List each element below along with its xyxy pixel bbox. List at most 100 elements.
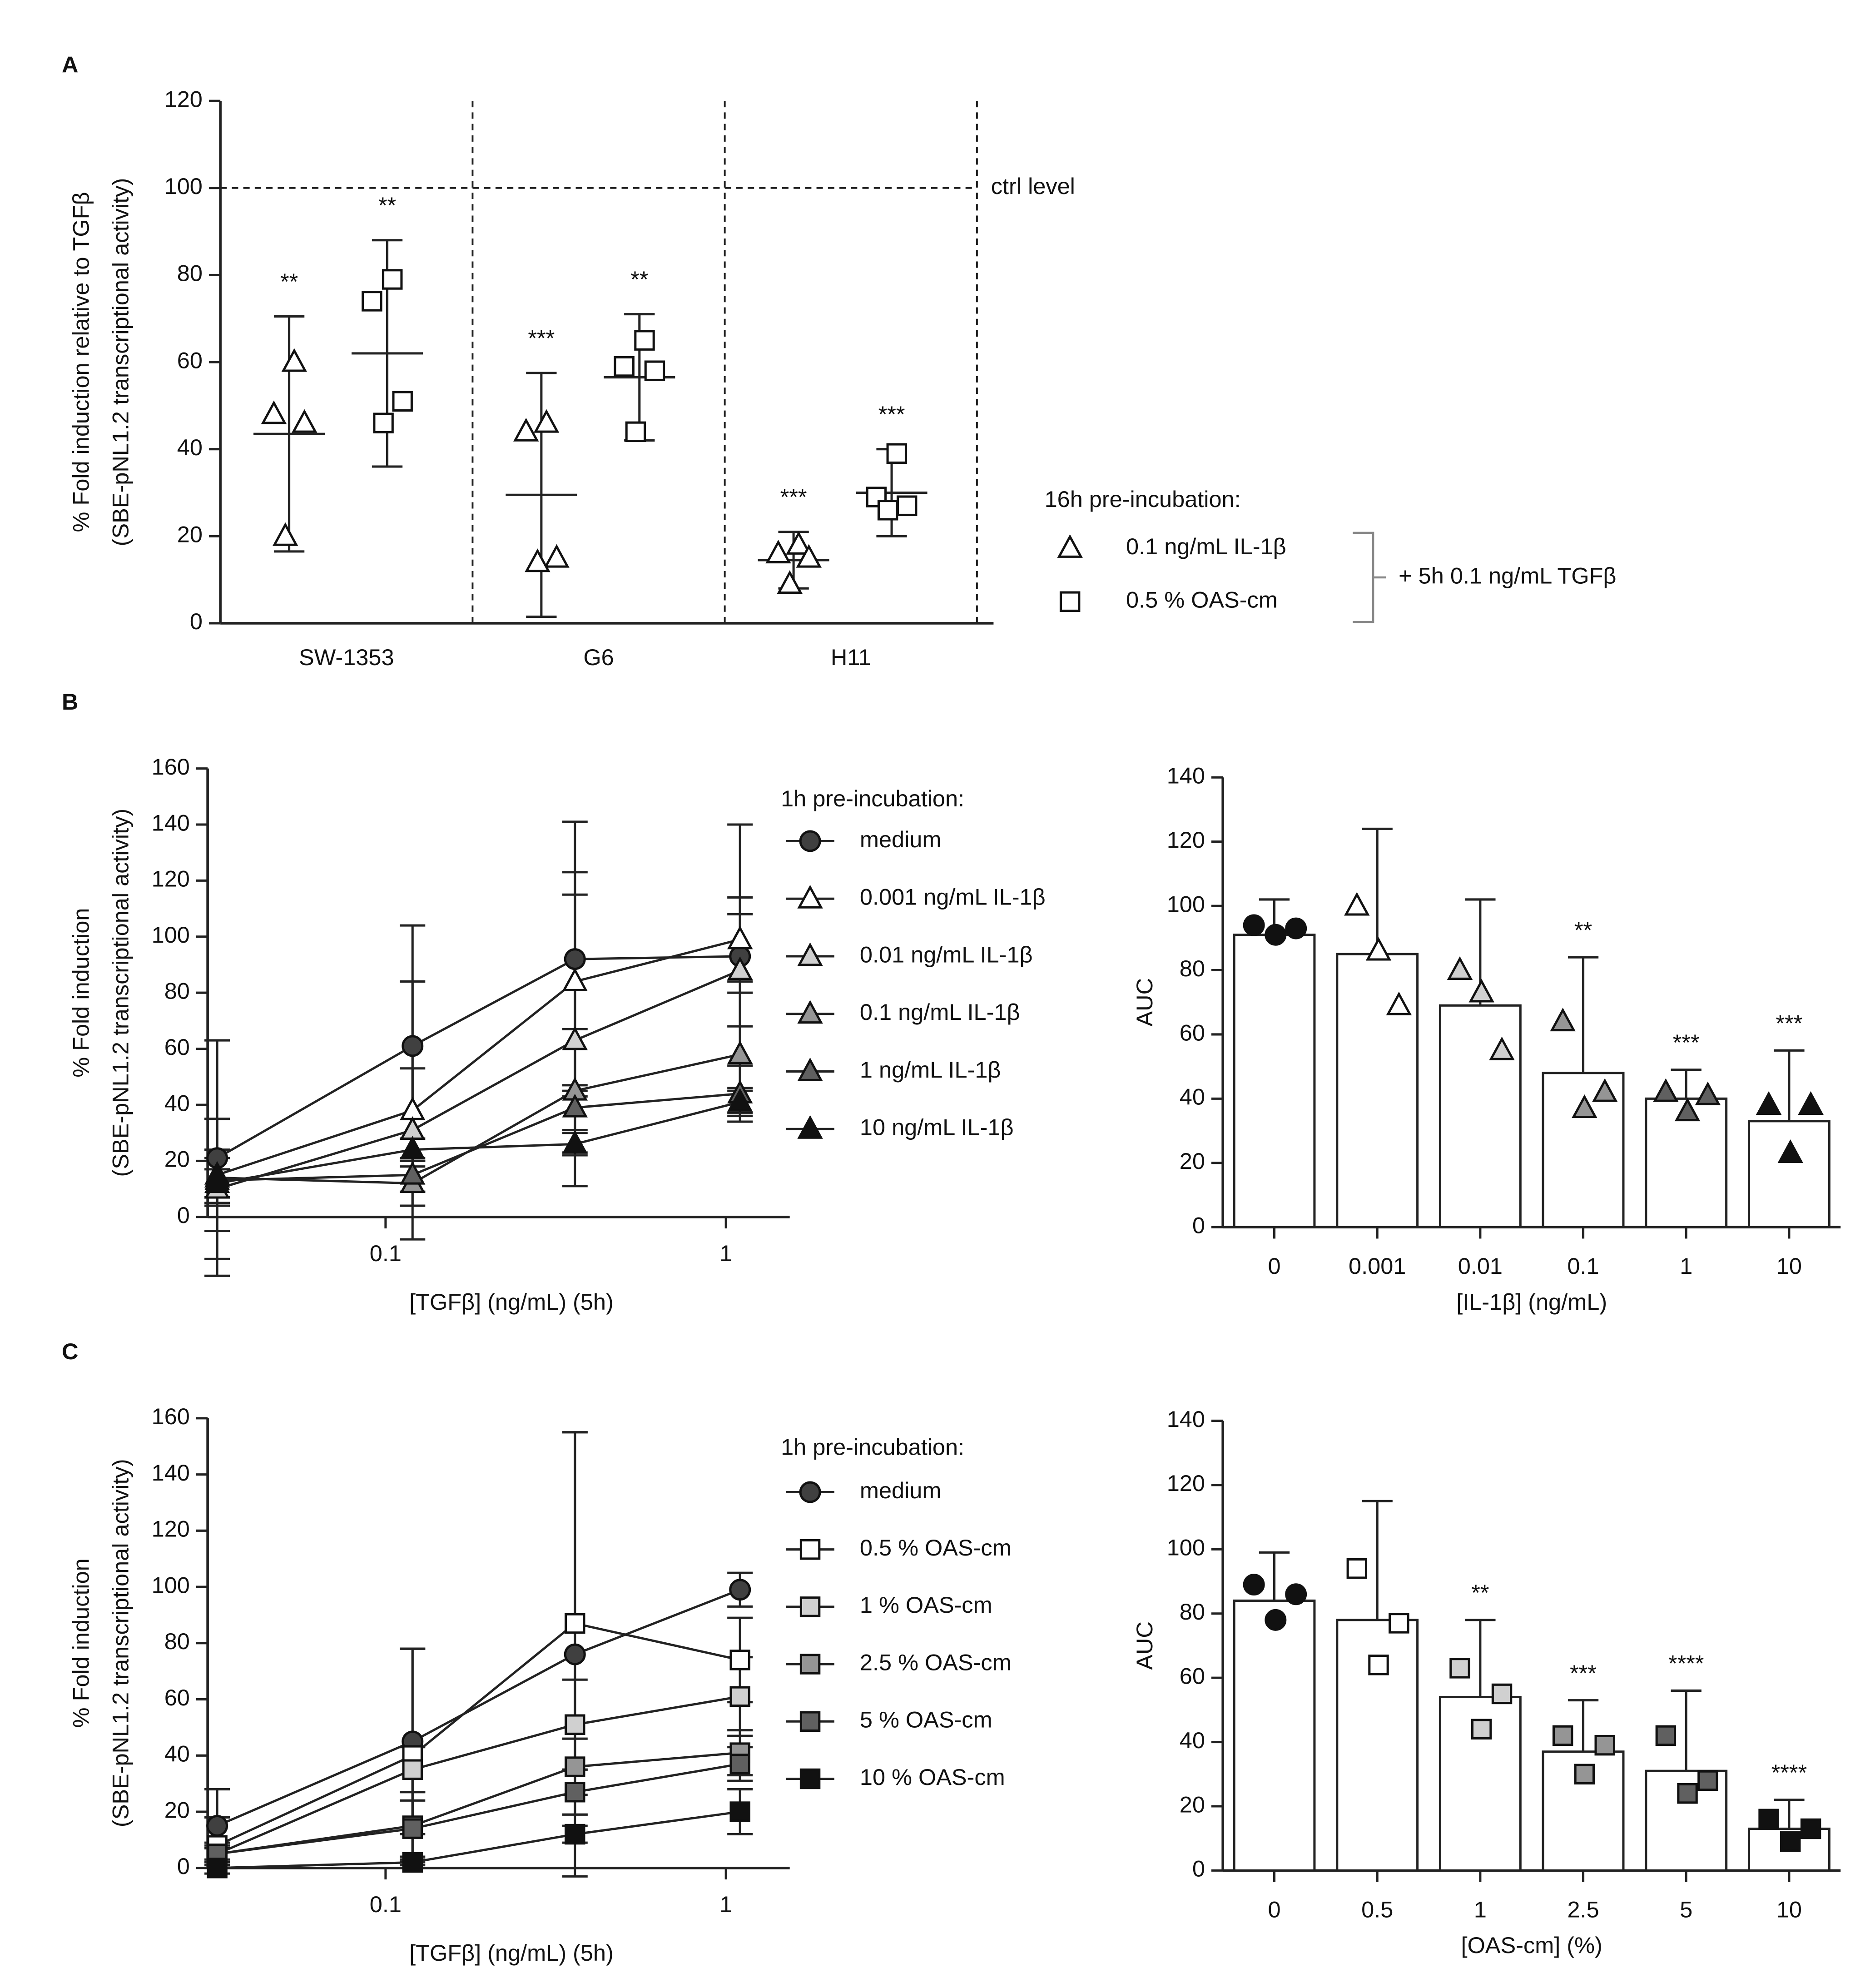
significance: ****: [1771, 1759, 1807, 1785]
y-tick-label: 60: [177, 347, 203, 373]
x-tick-label: 0.1: [370, 1240, 402, 1266]
legend-label: 0.1 ng/mL IL-1β: [1126, 533, 1286, 559]
marker-square: [392, 391, 413, 412]
y-tick-label: 40: [164, 1090, 190, 1116]
marker-triangle: [400, 1161, 426, 1185]
marker-triangle: [1550, 1008, 1576, 1032]
series-line: [217, 1695, 740, 1855]
y-tick-label: 80: [1180, 1599, 1205, 1625]
y-tick-label: 100: [164, 173, 203, 199]
x-axis-label: [TGFβ] (ng/mL) (5h): [409, 1940, 614, 1966]
marker-triangle: [727, 925, 753, 949]
legend-marker: [799, 1654, 821, 1675]
marker-triangle: [562, 967, 588, 991]
panel-letter: B: [62, 689, 78, 715]
series-line: [217, 1622, 740, 1847]
legend-title: 16h pre-incubation:: [1045, 486, 1241, 512]
marker-square: [1552, 1725, 1573, 1746]
marker-square: [565, 1782, 585, 1803]
y-tick-label: 160: [152, 754, 190, 780]
x-tick-label: 0: [1268, 1253, 1280, 1279]
series-line: [217, 1101, 740, 1185]
x-tick-label: 1: [719, 1240, 732, 1266]
marker-triangle: [292, 409, 317, 433]
x-tick-label: 1: [1474, 1896, 1487, 1922]
marker-triangle: [525, 548, 551, 572]
significance: ***: [1570, 1660, 1597, 1686]
marker-triangle: [562, 1130, 588, 1154]
y-tick-label: 60: [1180, 1019, 1205, 1045]
series-line: [217, 938, 740, 1176]
legend-label: medium: [860, 1477, 941, 1503]
marker-square: [565, 1714, 585, 1735]
y-tick-label: 40: [164, 1741, 190, 1767]
y-tick-label: 100: [152, 922, 190, 948]
marker-square: [1389, 1613, 1409, 1634]
y-tick-label: 100: [1167, 1535, 1205, 1561]
y-tick-label: 80: [164, 978, 190, 1004]
marker-square: [565, 1756, 585, 1777]
marker-triangle: [1674, 1098, 1701, 1122]
marker-triangle: [1344, 892, 1370, 916]
marker-square: [644, 360, 665, 381]
series-line: [217, 1588, 741, 1827]
marker-square: [1800, 1818, 1821, 1839]
marker-triangle: [727, 1040, 753, 1064]
marker-circle: [1265, 1609, 1287, 1631]
legend-label: medium: [860, 826, 941, 852]
marker-triangle: [1489, 1036, 1515, 1060]
marker-square: [729, 1754, 750, 1774]
panel-letter: A: [62, 52, 78, 78]
series-line: [217, 1053, 740, 1185]
marker-triangle: [204, 1169, 230, 1193]
y-tick-label: 140: [152, 1460, 190, 1486]
y-tick-label: 100: [1167, 891, 1205, 917]
legend-label: 1 % OAS-cm: [860, 1592, 992, 1618]
y-tick-label: 40: [177, 434, 203, 460]
marker-circle: [1285, 917, 1307, 939]
legend-marker: [797, 942, 823, 966]
x-tick-label: 0.1: [1567, 1253, 1599, 1279]
marker-square: [1346, 1558, 1368, 1579]
y-tick-label: 80: [1180, 955, 1205, 981]
marker-circle: [564, 1643, 586, 1665]
y-tick-label: 20: [164, 1797, 190, 1823]
marker-triangle: [1592, 1078, 1618, 1102]
legend-label: 0.001 ng/mL IL-1β: [860, 884, 1046, 910]
marker-triangle: [261, 400, 287, 424]
significance: ***: [1776, 1010, 1802, 1036]
y-tick-label: 140: [1167, 763, 1205, 789]
y-tick-label: 60: [164, 1685, 190, 1710]
marker-triangle: [786, 531, 812, 555]
marker-square: [729, 1686, 750, 1707]
y-tick-label: 60: [1180, 1663, 1205, 1689]
marker-triangle: [1386, 991, 1412, 1015]
x-tick-label: H11: [831, 644, 871, 670]
legend-marker: [799, 1539, 821, 1560]
marker-triangle: [533, 409, 560, 433]
y-tick-label: 80: [177, 260, 203, 286]
marker-square: [877, 500, 898, 521]
marker-triangle: [1756, 1091, 1782, 1115]
marker-circle: [1243, 1574, 1265, 1596]
significance: ***: [1673, 1029, 1700, 1055]
marker-circle: [1285, 1583, 1307, 1605]
significance: **: [630, 266, 648, 292]
significance: ***: [878, 401, 905, 427]
marker-square: [565, 1613, 585, 1634]
y-tick-label: 40: [1180, 1727, 1205, 1753]
legend-marker: [799, 1768, 821, 1789]
legend-marker: [797, 1057, 823, 1081]
y-tick-label: 160: [152, 1403, 190, 1429]
marker-triangle: [281, 348, 308, 372]
marker-triangle: [1798, 1091, 1824, 1115]
bar: [1748, 1120, 1830, 1228]
marker-square: [402, 1852, 423, 1873]
y-axis-label: AUC: [1131, 978, 1157, 1027]
legend-title: 1h pre-incubation:: [781, 785, 964, 811]
legend-marker: [797, 1115, 823, 1139]
x-tick-label: 0.1: [370, 1891, 402, 1917]
marker-triangle: [1695, 1081, 1721, 1105]
marker-circle: [1243, 914, 1265, 936]
legend-marker: [797, 885, 823, 909]
